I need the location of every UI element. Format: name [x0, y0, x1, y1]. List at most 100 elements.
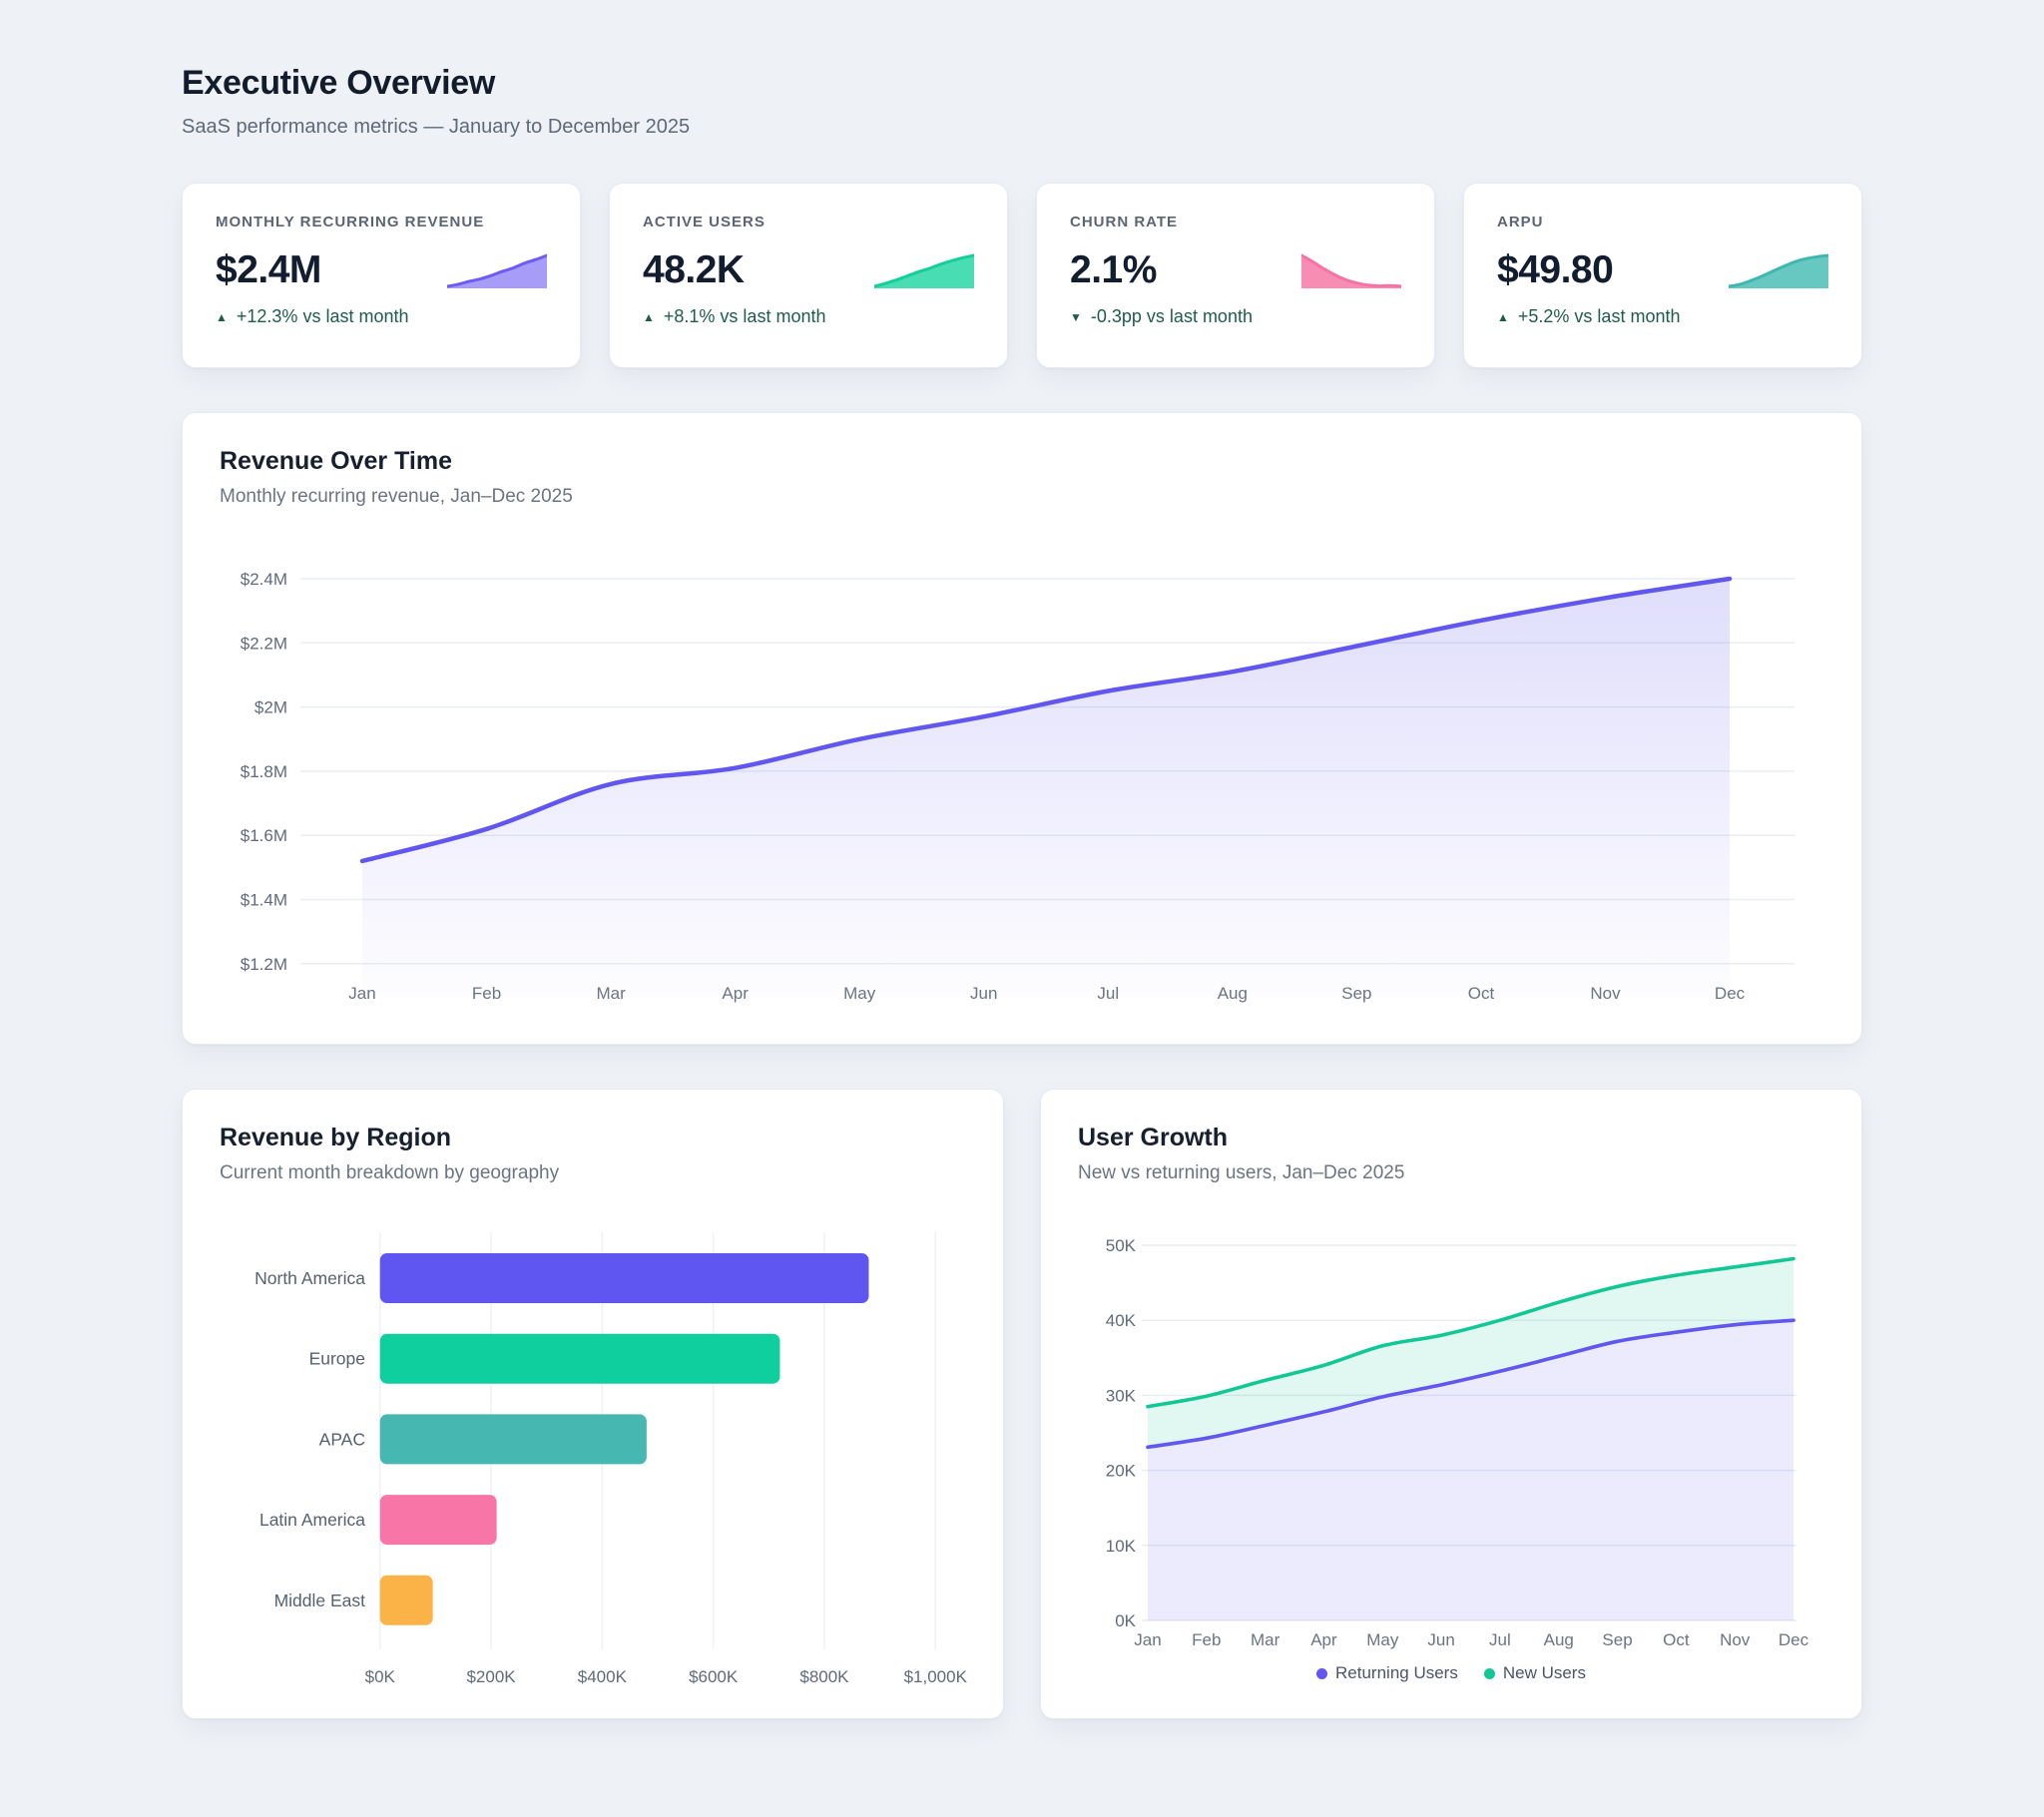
svg-text:Latin America: Latin America — [259, 1510, 365, 1530]
revenue-by-region-chart: $0K $200K $400K $600K $800K $1,000K North Amer… — [255, 1232, 968, 1686]
kpi-card-arpu: ARPU $49.80 ▲ +5.2% vs last month — [1463, 183, 1862, 368]
user-growth-panel: User Growth New vs returning users, Jan–… — [1040, 1089, 1862, 1719]
svg-text:Jan: Jan — [348, 984, 375, 1003]
user-growth-title: User Growth — [1078, 1124, 1229, 1151]
svg-text:Middle East: Middle East — [274, 1590, 366, 1610]
svg-text:Apr: Apr — [722, 984, 749, 1003]
svg-text:$2M: $2M — [255, 698, 287, 717]
svg-text:North America: North America — [255, 1268, 365, 1288]
kpi-delta: ▼ -0.3pp vs last month — [1070, 306, 1401, 327]
kpi-value: $2.4M — [216, 248, 321, 291]
kpi-value: 2.1% — [1070, 248, 1157, 291]
svg-text:$1.8M: $1.8M — [241, 762, 287, 781]
new-users-dot-icon — [1483, 1667, 1495, 1679]
svg-text:$0K: $0K — [365, 1667, 396, 1686]
kpi-value-row: $49.80 — [1497, 243, 1828, 289]
svg-text:0K: 0K — [1115, 1611, 1136, 1630]
kpi-delta: ▲ +12.3% vs last month — [216, 306, 547, 327]
svg-text:Oct: Oct — [1468, 984, 1495, 1003]
returning-users-dot-icon — [1316, 1667, 1328, 1679]
kpi-delta-text: +5.2% vs last month — [1517, 306, 1681, 326]
legend-label: New Users — [1502, 1663, 1586, 1682]
kpi-label: ARPU — [1497, 214, 1544, 230]
bottom-row: Revenue by Region Current month breakdow… — [182, 1089, 1862, 1719]
user-growth-chart: 0K 10K 20K 30K 40K 50K Jan Feb Mar Apr May Jun Jul Au… — [1106, 1236, 1809, 1649]
svg-text:$2.2M: $2.2M — [241, 634, 287, 653]
revenue-over-time-chart: $2.4M $2.2M $2M $1.8M $1.6M $1.4M $1.2M Jan Feb M… — [241, 570, 1794, 1003]
kpi-value-row: 48.2K — [643, 243, 974, 289]
svg-text:Sep: Sep — [1341, 984, 1371, 1003]
revenue-over-time-subtitle: Monthly recurring revenue, Jan–Dec 2025 — [220, 486, 573, 507]
svg-text:10K: 10K — [1106, 1537, 1137, 1556]
svg-text:40K: 40K — [1106, 1311, 1137, 1330]
svg-text:$1.4M: $1.4M — [241, 891, 287, 910]
svg-text:30K: 30K — [1106, 1386, 1137, 1405]
legend-item-returning-users: Returning Users — [1316, 1663, 1458, 1683]
churn-rate-sparkline-chart — [1301, 253, 1401, 288]
svg-text:Aug: Aug — [1544, 1630, 1574, 1649]
legend-label: Returning Users — [1335, 1663, 1458, 1682]
svg-text:Sep: Sep — [1602, 1630, 1632, 1649]
kpi-value: $49.80 — [1497, 248, 1614, 291]
dashboard-page: Executive Overview SaaS performance metr… — [182, 64, 1862, 1719]
svg-text:$800K: $800K — [799, 1667, 849, 1686]
svg-text:Europe: Europe — [309, 1349, 365, 1369]
svg-text:Jun: Jun — [970, 984, 997, 1003]
kpi-value-row: 2.1% — [1070, 243, 1401, 289]
revenue-over-time-title: Revenue Over Time — [220, 447, 452, 475]
kpi-delta: ▲ +8.1% vs last month — [643, 306, 974, 327]
svg-text:Jul: Jul — [1097, 984, 1119, 1003]
trend-up-icon: ▲ — [1497, 309, 1509, 324]
kpi-label: MONTHLY RECURRING REVENUE — [216, 214, 485, 230]
revenue-by-region-panel: Revenue by Region Current month breakdow… — [182, 1089, 1004, 1719]
kpi-value-row: $2.4M — [216, 243, 547, 289]
kpi-delta-text: +12.3% vs last month — [236, 306, 409, 326]
trend-up-icon: ▲ — [216, 309, 228, 324]
kpi-delta-text: +8.1% vs last month — [663, 306, 826, 326]
user-growth-legend: Returning Users New Users — [1078, 1663, 1824, 1683]
svg-text:Apr: Apr — [1310, 1630, 1337, 1649]
kpi-value: 48.2K — [643, 248, 745, 291]
svg-text:$600K: $600K — [689, 1667, 739, 1686]
svg-text:20K: 20K — [1106, 1462, 1137, 1481]
svg-text:Jan: Jan — [1134, 1630, 1161, 1649]
page-title: Executive Overview — [182, 64, 496, 102]
svg-text:$1.2M: $1.2M — [241, 955, 287, 974]
user-growth-subtitle: New vs returning users, Jan–Dec 2025 — [1078, 1162, 1405, 1183]
svg-text:Jun: Jun — [1427, 1630, 1454, 1649]
kpi-card-active-users: ACTIVE USERS 48.2K ▲ +8.1% vs last month — [609, 183, 1008, 368]
kpi-card-mrr: MONTHLY RECURRING REVENUE $2.4M ▲ +12.3%… — [182, 183, 581, 368]
svg-text:APAC: APAC — [319, 1429, 365, 1449]
svg-text:Aug: Aug — [1218, 984, 1248, 1003]
kpi-delta-text: -0.3pp vs last month — [1090, 306, 1253, 326]
kpi-label: CHURN RATE — [1070, 214, 1179, 230]
svg-text:Dec: Dec — [1779, 1630, 1809, 1649]
revenue-by-region-subtitle: Current month breakdown by geography — [220, 1162, 560, 1183]
svg-text:May: May — [843, 984, 876, 1003]
mrr-sparkline-chart — [447, 253, 547, 288]
svg-text:Feb: Feb — [1192, 1630, 1221, 1649]
svg-text:$200K: $200K — [466, 1667, 516, 1686]
svg-text:$400K: $400K — [578, 1667, 628, 1686]
kpi-card-churn-rate: CHURN RATE 2.1% ▼ -0.3pp vs last month — [1036, 183, 1435, 368]
legend-item-new-users: New Users — [1483, 1663, 1586, 1683]
svg-text:50K: 50K — [1106, 1236, 1137, 1255]
svg-text:Feb: Feb — [472, 984, 501, 1003]
active-users-sparkline-chart — [874, 253, 974, 288]
svg-text:Mar: Mar — [596, 984, 626, 1003]
trend-up-icon: ▲ — [643, 309, 655, 324]
trend-down-icon: ▼ — [1070, 309, 1082, 324]
revenue-by-region-title: Revenue by Region — [220, 1124, 451, 1151]
svg-text:$1.6M: $1.6M — [241, 826, 287, 845]
svg-text:Dec: Dec — [1715, 984, 1746, 1003]
svg-text:Mar: Mar — [1251, 1630, 1280, 1649]
svg-text:Nov: Nov — [1590, 984, 1621, 1003]
kpi-label: ACTIVE USERS — [643, 214, 766, 230]
svg-text:Nov: Nov — [1720, 1630, 1751, 1649]
svg-text:May: May — [1366, 1630, 1399, 1649]
svg-text:Jul: Jul — [1489, 1630, 1511, 1649]
svg-text:$1,000K: $1,000K — [904, 1667, 968, 1686]
arpu-sparkline-chart — [1729, 253, 1828, 288]
kpi-delta: ▲ +5.2% vs last month — [1497, 306, 1828, 327]
svg-text:Oct: Oct — [1663, 1630, 1690, 1649]
